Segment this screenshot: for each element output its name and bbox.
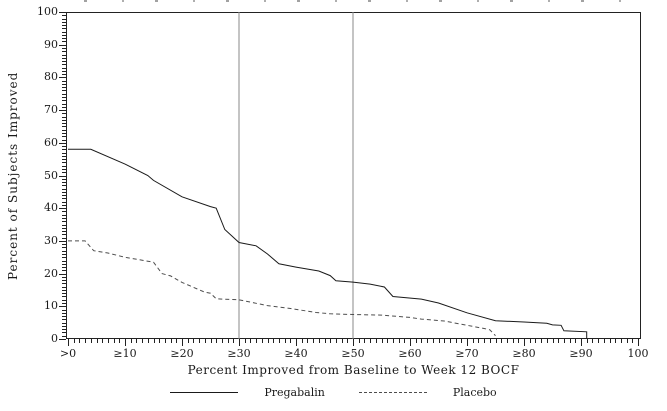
y-tick-label: 10: [44, 299, 58, 313]
y-tick-label: 40: [44, 201, 58, 215]
y-tick-label: 80: [44, 70, 58, 84]
x-axis-title: Percent Improved from Baseline to Week 1…: [187, 363, 520, 377]
x-tick-label: ≥60: [398, 347, 422, 360]
x-tick-label: >0: [59, 347, 77, 360]
x-tick-label: ≥30: [227, 347, 251, 360]
y-tick-label: 20: [44, 266, 58, 280]
x-tick-label: ≥20: [170, 347, 194, 360]
x-tick-label: ≥40: [284, 347, 308, 360]
series-line-placebo: [68, 240, 496, 337]
x-tick-label: ≥70: [455, 347, 479, 360]
y-tick-label: 90: [44, 37, 58, 51]
y-tick-label: 70: [44, 103, 58, 117]
y-tick-label: 100: [37, 5, 58, 18]
chart-lines: [68, 12, 588, 339]
y-tick-label: 30: [44, 233, 58, 247]
pregabalin-line-sample: [170, 392, 239, 393]
x-tick-label: ≥80: [512, 347, 536, 360]
legend-item-pregabalin: Pregabalin: [170, 386, 325, 399]
y-tick-label: 60: [44, 135, 58, 149]
x-tick-label: ≥90: [569, 347, 593, 360]
y-tick-label: 50: [44, 168, 58, 182]
x-tick-label: 100: [627, 347, 649, 360]
clipped-title-fragments: [84, 0, 650, 2]
x-tick-label: ≥50: [341, 347, 365, 360]
x-tick-label: ≥10: [113, 347, 137, 360]
legend-label-placebo: Placebo: [452, 386, 497, 399]
y-tick-label: 0: [51, 332, 58, 345]
series-line-pregabalin: [68, 148, 588, 339]
legend-label-pregabalin: Pregabalin: [264, 386, 325, 399]
placebo-line-sample: [358, 392, 427, 393]
legend-item-placebo: Placebo: [358, 386, 497, 399]
y-axis-title: Percent of Subjects Improved: [6, 71, 20, 281]
legend: Pregabalin Placebo: [0, 386, 667, 399]
